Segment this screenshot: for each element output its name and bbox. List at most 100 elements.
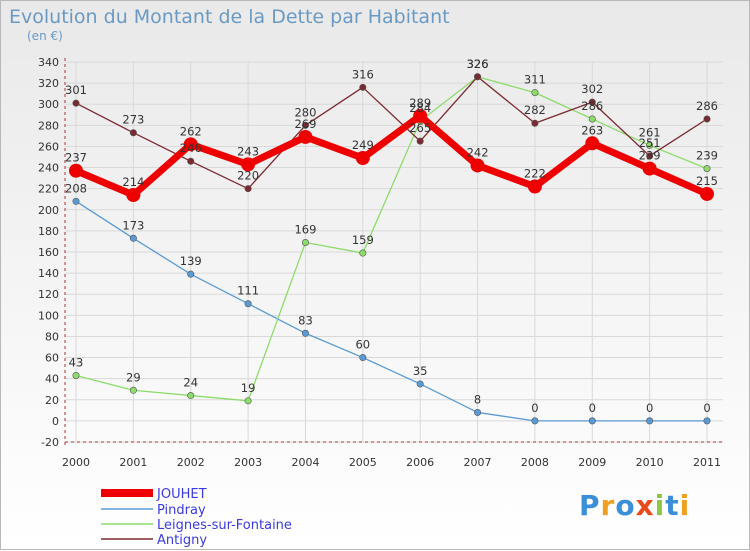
data-label: 242 (467, 145, 489, 159)
data-point (359, 249, 367, 257)
data-label: 243 (237, 144, 259, 158)
proxiti-logo: Proxiti (579, 489, 690, 522)
data-label: 169 (294, 223, 316, 237)
x-tick-label: 2007 (464, 456, 492, 469)
data-label: 0 (589, 401, 596, 415)
series-line-pindray (75, 200, 707, 422)
data-label: 261 (639, 125, 661, 139)
data-point (588, 115, 596, 123)
axes: -200204060801001201401601802002202402602… (38, 56, 723, 469)
data-label: 286 (696, 99, 718, 113)
y-tick-label: 220 (38, 183, 59, 196)
data-label: 208 (65, 181, 87, 195)
y-tick-label: 0 (52, 415, 59, 428)
data-point (183, 137, 198, 152)
y-tick-label: 300 (38, 98, 59, 111)
data-label: 286 (581, 99, 603, 113)
data-point (527, 179, 542, 194)
data-point (474, 408, 482, 416)
data-point (588, 98, 596, 106)
data-point (298, 129, 313, 144)
data-label: 282 (524, 103, 546, 117)
grid (65, 61, 723, 443)
data-labels: 237 214 262 243 269 249 289 242 222 263 239 215 208 1… (65, 57, 718, 415)
data-label: 311 (524, 73, 546, 87)
legend-label: Pindray (157, 503, 206, 518)
y-tick-label: 280 (38, 119, 59, 132)
chart-subtitle: (en €) (27, 29, 63, 43)
x-tick-label: 2000 (62, 456, 90, 469)
data-point (187, 157, 195, 165)
y-tick-label: 180 (38, 225, 59, 238)
data-point (359, 83, 367, 91)
data-point (416, 380, 424, 388)
y-tick-label: 240 (38, 162, 59, 175)
data-label: 0 (646, 401, 653, 415)
y-tick-label: -20 (41, 436, 59, 449)
data-label: 0 (531, 401, 538, 415)
data-label: 302 (581, 82, 603, 96)
data-label: 326 (467, 57, 489, 71)
data-label: 159 (352, 233, 374, 247)
data-point (301, 121, 309, 129)
data-point (703, 165, 711, 173)
data-label: 19 (241, 381, 256, 395)
data-label: 262 (180, 124, 202, 138)
data-label: 8 (474, 392, 481, 406)
logo-letter: x (635, 489, 655, 522)
data-label: 301 (65, 83, 87, 97)
data-point (129, 386, 137, 394)
logo-letter: o (615, 489, 636, 522)
chart-title: Evolution du Montant de la Dette par Hab… (9, 6, 450, 28)
data-label: 83 (298, 313, 313, 327)
data-label: 239 (639, 149, 661, 163)
data-label: 24 (183, 376, 198, 390)
data-point (187, 392, 195, 400)
data-point (646, 417, 654, 425)
data-label: 43 (69, 356, 84, 370)
legend-label: Leignes-sur-Fontaine (157, 518, 292, 533)
y-tick-label: 160 (38, 246, 59, 259)
x-tick-label: 2003 (234, 456, 262, 469)
data-label: 316 (352, 67, 374, 81)
y-tick-label: 20 (45, 394, 59, 407)
data-label: 220 (237, 169, 259, 183)
data-point (244, 185, 252, 193)
data-point (301, 239, 309, 247)
x-tick-label: 2001 (119, 456, 147, 469)
data-label: 289 (409, 96, 431, 110)
data-point (416, 137, 424, 145)
data-point (585, 136, 600, 151)
data-label: 326 (467, 57, 489, 71)
x-tick-label: 2011 (693, 456, 721, 469)
y-tick-label: 120 (38, 288, 59, 301)
data-label: 269 (294, 117, 316, 131)
data-label: 246 (180, 141, 202, 155)
data-point (703, 417, 711, 425)
y-tick-label: 260 (38, 140, 59, 153)
logo-letter: P (579, 489, 601, 522)
x-tick-label: 2004 (291, 456, 319, 469)
x-tick-label: 2008 (521, 456, 549, 469)
x-tick-label: 2006 (406, 456, 434, 469)
y-tick-label: 340 (38, 56, 59, 69)
y-tick-label: 40 (45, 373, 59, 386)
data-label: 273 (122, 113, 144, 127)
data-point (470, 158, 485, 173)
data-point (531, 119, 539, 127)
legend-label: JOUHET (156, 487, 207, 502)
x-tick-label: 2009 (578, 456, 606, 469)
data-point (129, 129, 137, 137)
data-label: 60 (355, 338, 370, 352)
data-label: 263 (581, 123, 603, 137)
data-point (359, 354, 367, 362)
data-point (355, 151, 370, 166)
data-point (531, 417, 539, 425)
data-point (129, 234, 137, 242)
data-label: 35 (413, 364, 428, 378)
series-line-jouhet (74, 112, 709, 199)
data-point (700, 186, 714, 201)
series-group (69, 73, 714, 425)
